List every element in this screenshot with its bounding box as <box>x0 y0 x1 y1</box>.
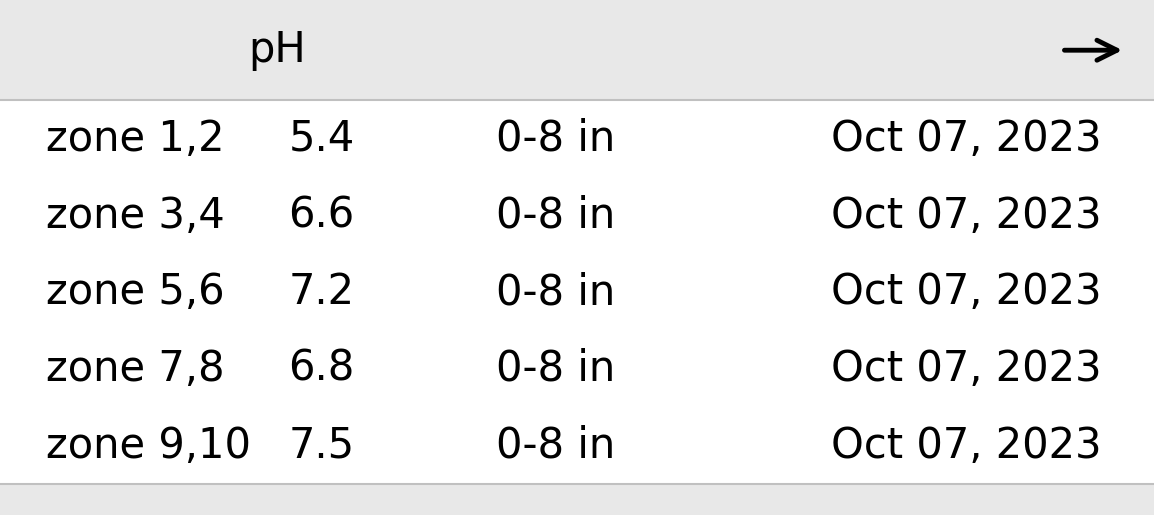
Text: zone 3,4: zone 3,4 <box>46 195 225 236</box>
Text: 6.8: 6.8 <box>288 348 355 390</box>
Text: zone 7,8: zone 7,8 <box>46 348 225 390</box>
Text: 0-8 in: 0-8 in <box>496 195 615 236</box>
Text: 0-8 in: 0-8 in <box>496 271 615 313</box>
Text: 7.2: 7.2 <box>288 271 354 313</box>
Text: zone 1,2: zone 1,2 <box>46 118 225 160</box>
Text: 7.5: 7.5 <box>288 425 354 467</box>
Text: pH: pH <box>248 29 306 71</box>
Text: Oct 07, 2023: Oct 07, 2023 <box>831 425 1102 467</box>
Bar <box>0 484 1154 515</box>
Text: zone 9,10: zone 9,10 <box>46 425 252 467</box>
Text: 6.6: 6.6 <box>288 195 354 236</box>
Text: 0-8 in: 0-8 in <box>496 425 615 467</box>
Text: 0-8 in: 0-8 in <box>496 118 615 160</box>
Text: Oct 07, 2023: Oct 07, 2023 <box>831 195 1102 236</box>
Text: Oct 07, 2023: Oct 07, 2023 <box>831 348 1102 390</box>
Text: 5.4: 5.4 <box>288 118 354 160</box>
Bar <box>0 0 1154 100</box>
Text: Oct 07, 2023: Oct 07, 2023 <box>831 271 1102 313</box>
Text: 0-8 in: 0-8 in <box>496 348 615 390</box>
Text: zone 5,6: zone 5,6 <box>46 271 225 313</box>
Text: Oct 07, 2023: Oct 07, 2023 <box>831 118 1102 160</box>
